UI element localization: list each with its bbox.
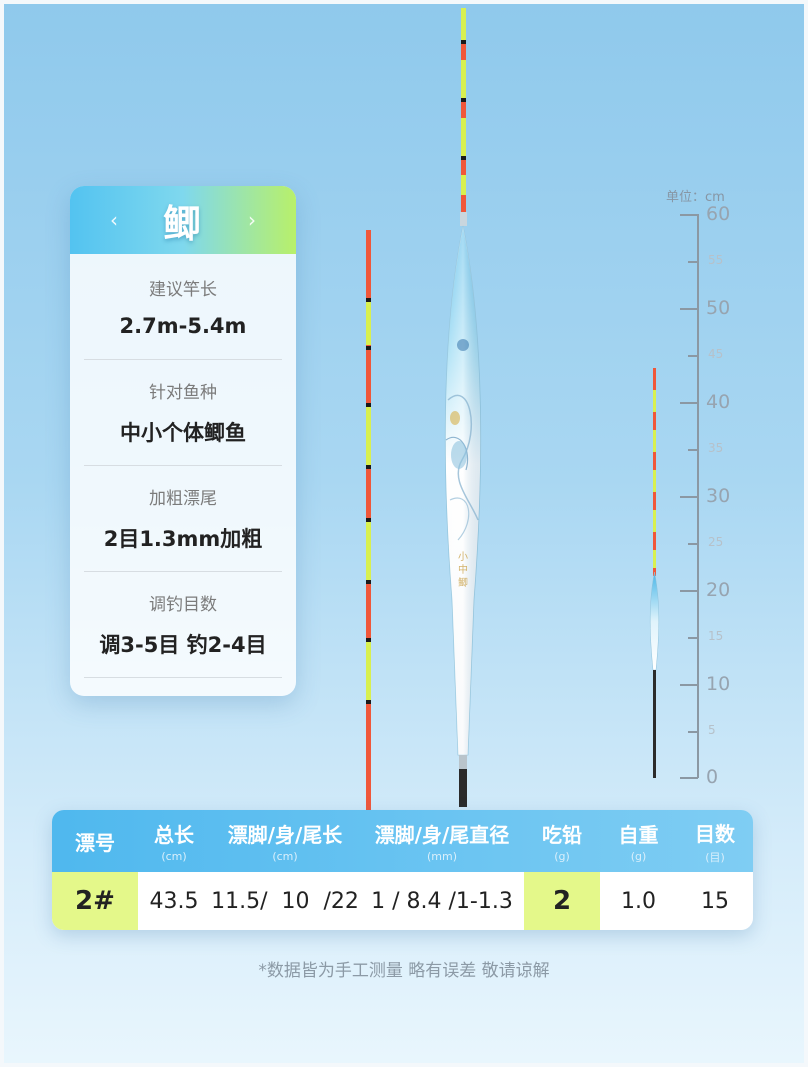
info-label: 加粗漂尾: [149, 489, 217, 509]
header-unit: (cm): [272, 850, 298, 863]
header-unit: (g): [630, 850, 647, 863]
ruler-label: 15: [708, 629, 724, 643]
ruler-tick: [680, 777, 698, 779]
header-label: 漂脚/身/尾长: [227, 823, 343, 847]
ruler-label: 50: [706, 297, 731, 319]
cell-self-weight: 1.0: [621, 888, 656, 914]
svg-text:小: 小: [458, 551, 468, 563]
ruler-tick: [680, 684, 698, 686]
header-label: 漂号: [75, 830, 115, 855]
ruler-tick: [688, 355, 698, 357]
cell-lead-load: 2: [524, 872, 600, 930]
ruler-label: 35: [708, 441, 724, 455]
next-arrow-icon[interactable]: ›: [247, 208, 256, 232]
ruler-tick: [688, 261, 698, 263]
header-unit: (g): [554, 850, 570, 863]
header-float-number: 漂号: [52, 810, 138, 872]
cell-mark-count: 15: [701, 888, 729, 914]
spec-table: 漂号 总长 (cm) 漂脚/身/尾长 (cm) 漂脚/身/尾直径 (mm) 吃铅…: [52, 810, 753, 930]
ruler-label: 5: [708, 723, 716, 737]
info-label: 调钓目数: [149, 595, 217, 615]
header-segment-diameter: 漂脚/身/尾直径 (mm): [360, 810, 524, 872]
scale-unit-label: 单位：cm: [666, 190, 725, 205]
ruler-label: 0: [706, 766, 719, 788]
info-value: 2目1.3mm加粗: [103, 527, 263, 551]
ruler-tick: [680, 496, 698, 498]
ruler-line: [697, 214, 699, 778]
info-value: 2.7m-5.4m: [119, 314, 247, 338]
large-float-stem: [459, 755, 467, 807]
ruler-tick: [688, 543, 698, 545]
header-label: 吃铅: [542, 823, 582, 847]
header-unit: (mm): [426, 850, 457, 863]
large-float-tail: [460, 8, 467, 226]
svg-text:鲫: 鲫: [458, 576, 468, 589]
large-float-artwork: 小 中 鲫: [445, 339, 479, 589]
ruler-label: 30: [706, 485, 731, 507]
ruler-tick: [688, 637, 698, 639]
info-label: 针对鱼种: [149, 383, 217, 403]
spec-table-header: 漂号 总长 (cm) 漂脚/身/尾长 (cm) 漂脚/身/尾直径 (mm) 吃铅…: [52, 810, 753, 872]
ruler-tick: [680, 402, 698, 404]
card-title: 鲫: [162, 201, 203, 246]
ruler-tick: [688, 731, 698, 733]
info-value: 调3-5目 钓2-4目: [99, 633, 267, 657]
header-lead-load: 吃铅 (g): [524, 810, 600, 872]
cell-segment-length: 11.5/ 10 /22: [211, 888, 359, 914]
header-unit: (cm): [161, 850, 187, 863]
ruler-label: 20: [706, 579, 731, 601]
mini-scale-float: [649, 368, 660, 778]
info-card: ‹ 鲫 › 建议竿长 2.7m-5.4m 针对鱼种 中小个体鲫鱼 加粗漂尾 2目…: [70, 186, 296, 696]
info-row-tuning: 调钓目数 调3-5目 钓2-4目: [84, 572, 282, 678]
disclaimer-note: *数据皆为手工测量 略有误差 敬请谅解: [258, 961, 550, 981]
info-row-tail: 加粗漂尾 2目1.3mm加粗: [84, 466, 282, 572]
ruler-label: 60: [706, 203, 731, 225]
ruler-tick: [680, 308, 698, 310]
ruler-tick: [680, 590, 698, 592]
header-unit: (目): [705, 850, 725, 864]
info-row-rod-length: 建议竿长 2.7m-5.4m: [84, 254, 282, 360]
separate-tail-stick: [366, 230, 371, 810]
cell-segment-diameter: 1 / 8.4 /1-1.3: [371, 888, 513, 914]
ruler-label: 40: [706, 391, 731, 413]
ruler-label: 10: [706, 673, 731, 695]
ruler-label: 55: [708, 253, 724, 267]
header-mark-count: 目数 (目): [677, 810, 753, 872]
ruler-tick: [680, 214, 698, 216]
ruler-label: 45: [708, 347, 724, 361]
ruler-label: 25: [708, 535, 724, 549]
header-label: 漂脚/身/尾直径: [374, 823, 510, 847]
header-label: 总长: [154, 823, 194, 847]
header-label: 目数: [695, 821, 735, 846]
prev-arrow-icon[interactable]: ‹: [110, 208, 118, 232]
header-self-weight: 自重 (g): [600, 810, 677, 872]
info-row-fish-species: 针对鱼种 中小个体鲫鱼: [84, 360, 282, 466]
cell-float-number: 2#: [52, 872, 138, 930]
spec-table-row: 2# 43.5 11.5/ 10 /22 1 / 8.4 /1-1.3 2 1.…: [52, 872, 753, 930]
svg-text:中: 中: [458, 563, 468, 576]
info-value: 中小个体鲫鱼: [120, 421, 246, 445]
header-segment-length: 漂脚/身/尾长 (cm): [210, 810, 360, 872]
info-label: 建议竿长: [149, 280, 217, 300]
scale-ruler: 单位：cm 60 55 50 45 40 35 30 25 20 15 10 5…: [640, 186, 750, 796]
header-label: 自重: [618, 823, 659, 847]
cell-total-length: 43.5: [149, 888, 199, 914]
card-header: ‹ 鲫 ›: [70, 186, 296, 254]
ruler-tick: [688, 449, 698, 451]
header-total-length: 总长 (cm): [138, 810, 210, 872]
